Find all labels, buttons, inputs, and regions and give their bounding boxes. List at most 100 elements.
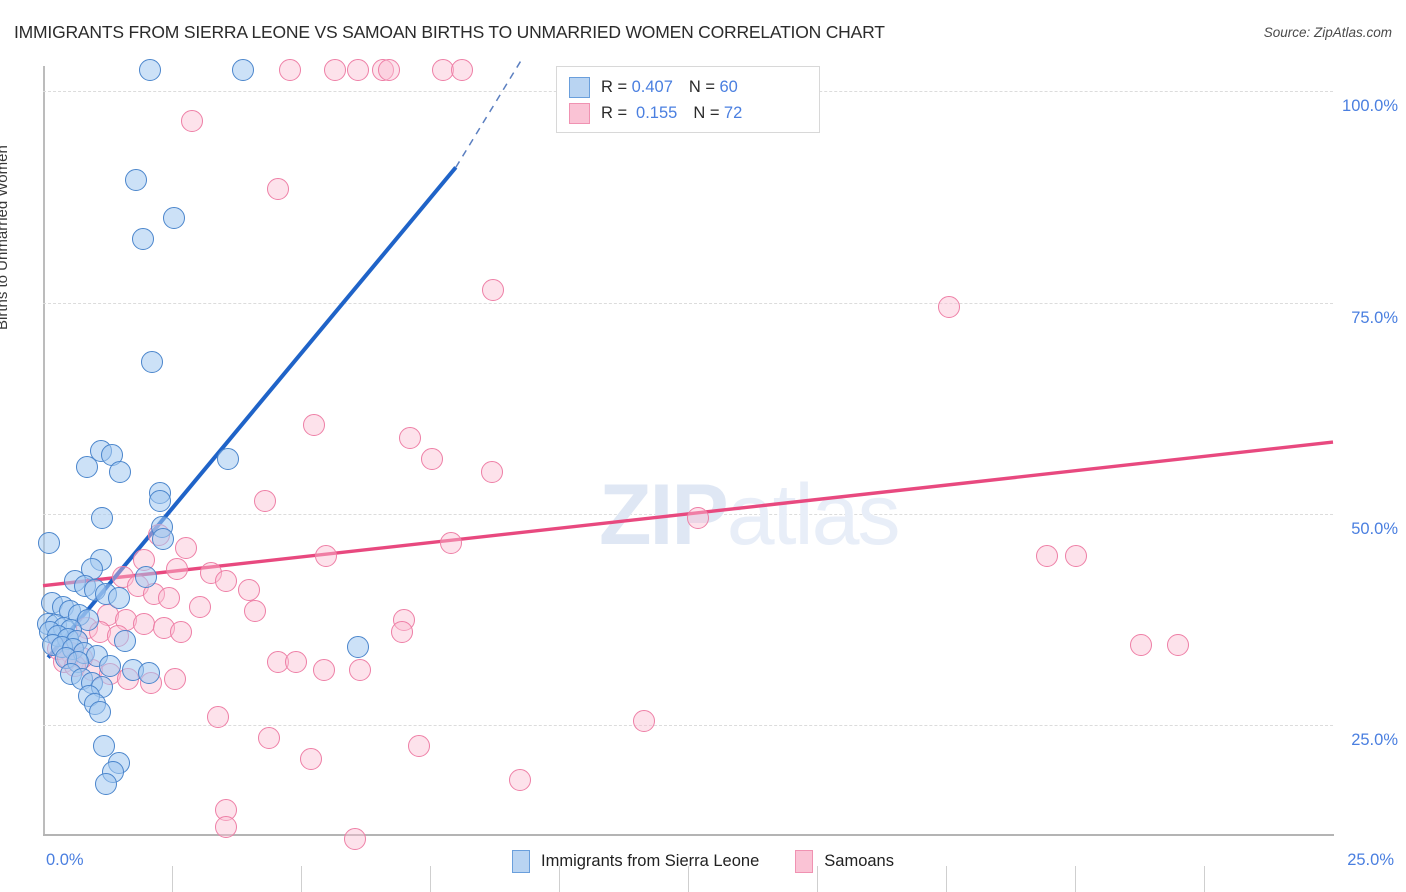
series-legend-item-samoans[interactable]: Samoans — [795, 850, 894, 873]
data-point-sierra-leone — [113, 629, 136, 652]
data-point-samoans — [324, 59, 347, 82]
series-legend: Immigrants from Sierra Leone Samoans — [0, 850, 1406, 873]
series-label-samoans: Samoans — [824, 852, 894, 870]
source-attribution: Source: ZipAtlas.com — [1263, 25, 1392, 40]
x-axis-tick — [430, 866, 431, 892]
series-swatch-blue-icon — [512, 850, 531, 873]
data-point-samoans — [390, 621, 413, 644]
y-axis-line — [43, 66, 45, 835]
data-point-sierra-leone — [216, 447, 239, 470]
stats-row-sierra-leone: R = 0.407 N = 60 — [569, 74, 807, 100]
data-point-samoans — [175, 536, 198, 559]
data-point-sierra-leone — [141, 350, 164, 373]
data-point-samoans — [450, 59, 473, 82]
data-point-samoans — [258, 726, 280, 749]
data-point-samoans — [278, 59, 301, 82]
data-point-samoans — [938, 295, 961, 318]
correlation-stats-legend: R = 0.407 N = 60 R = 0.155 N = 72 — [556, 66, 820, 133]
data-point-samoans — [1065, 545, 1088, 568]
data-point-samoans — [480, 460, 503, 483]
data-point-samoans — [377, 59, 400, 82]
y-axis-tick-label: 25.0% — [1351, 731, 1398, 750]
n-label-pink: N = — [693, 103, 720, 122]
data-point-samoans — [407, 735, 430, 758]
page-title: IMMIGRANTS FROM SIERRA LEONE VS SAMOAN B… — [14, 22, 885, 42]
data-point-samoans — [284, 650, 307, 673]
x-axis-tick — [559, 866, 560, 892]
data-point-samoans — [158, 587, 181, 610]
data-point-sierra-leone — [152, 528, 175, 551]
data-point-sierra-leone — [108, 460, 131, 483]
x-axis-line — [43, 834, 1334, 836]
data-point-sierra-leone — [108, 587, 131, 610]
y-axis-tick-label: 100.0% — [1342, 97, 1398, 116]
data-point-sierra-leone — [77, 608, 100, 631]
x-axis-tick — [1075, 866, 1076, 892]
x-axis-min-label: 0.0% — [46, 851, 84, 869]
data-point-samoans — [302, 414, 325, 437]
data-point-samoans — [266, 177, 289, 200]
data-point-sierra-leone — [91, 507, 114, 530]
r-label-pink: R = — [601, 103, 628, 122]
x-axis-tick — [946, 866, 947, 892]
data-point-samoans — [170, 621, 193, 644]
data-point-samoans — [300, 747, 323, 770]
x-axis-tick — [172, 866, 173, 892]
series-legend-item-sierra-leone[interactable]: Immigrants from Sierra Leone — [512, 850, 759, 873]
data-point-sierra-leone — [94, 773, 117, 796]
sierra-leone-trend-line-dashed — [455, 57, 524, 168]
y-axis-title: Births to Unmarried Women — [0, 145, 11, 330]
x-axis-max-label: 25.0% — [1347, 851, 1394, 869]
data-point-samoans — [633, 709, 656, 732]
data-point-samoans — [313, 659, 336, 682]
data-point-sierra-leone — [163, 207, 186, 230]
y-axis-tick-label: 75.0% — [1351, 308, 1398, 327]
data-point-sierra-leone — [139, 59, 162, 82]
data-point-sierra-leone — [137, 661, 160, 684]
gridline-75 — [43, 302, 1333, 304]
data-point-sierra-leone — [231, 59, 254, 82]
r-label-blue: R = — [601, 77, 628, 96]
data-point-samoans — [420, 447, 443, 470]
n-value-pink: 72 — [723, 103, 743, 122]
data-point-sierra-leone — [99, 654, 122, 677]
data-point-sierra-leone — [135, 566, 158, 589]
data-point-samoans — [215, 570, 238, 593]
data-point-samoans — [207, 705, 230, 728]
x-axis-tick — [301, 866, 302, 892]
data-point-sierra-leone — [149, 490, 172, 513]
data-point-samoans — [439, 532, 462, 555]
x-axis-tick — [688, 866, 689, 892]
legend-swatch-pink-icon — [569, 102, 590, 124]
plot-area: ZIPatlas — [37, 57, 1334, 892]
x-axis-tick — [817, 866, 818, 892]
series-label-sierra-leone: Immigrants from Sierra Leone — [541, 852, 760, 870]
legend-swatch-blue-icon — [569, 76, 590, 98]
data-point-samoans — [314, 545, 337, 568]
data-point-sierra-leone — [346, 636, 369, 659]
y-axis-tick-label: 50.0% — [1351, 519, 1398, 538]
trend-lines — [42, 57, 1334, 659]
data-point-samoans — [132, 612, 155, 635]
x-axis-tick — [1204, 866, 1205, 892]
n-value-blue: 60 — [719, 77, 738, 96]
series-swatch-pink-icon — [795, 850, 814, 873]
data-point-samoans — [253, 490, 276, 513]
data-point-sierra-leone — [131, 228, 154, 251]
data-point-samoans — [398, 426, 421, 449]
data-point-samoans — [189, 595, 212, 618]
data-point-sierra-leone — [88, 701, 111, 724]
gridline-25 — [43, 725, 1333, 727]
data-point-samoans — [215, 815, 238, 838]
data-point-samoans — [349, 659, 372, 682]
stats-row-samoans: R = 0.155 N = 72 — [569, 100, 807, 126]
r-value-pink: 0.155 — [636, 103, 678, 122]
data-point-samoans — [243, 600, 266, 623]
data-point-samoans — [509, 769, 532, 792]
data-point-sierra-leone — [92, 735, 115, 758]
data-point-samoans — [166, 557, 189, 580]
data-point-samoans — [180, 109, 203, 132]
data-point-samoans — [687, 507, 710, 530]
data-point-samoans — [344, 828, 367, 851]
